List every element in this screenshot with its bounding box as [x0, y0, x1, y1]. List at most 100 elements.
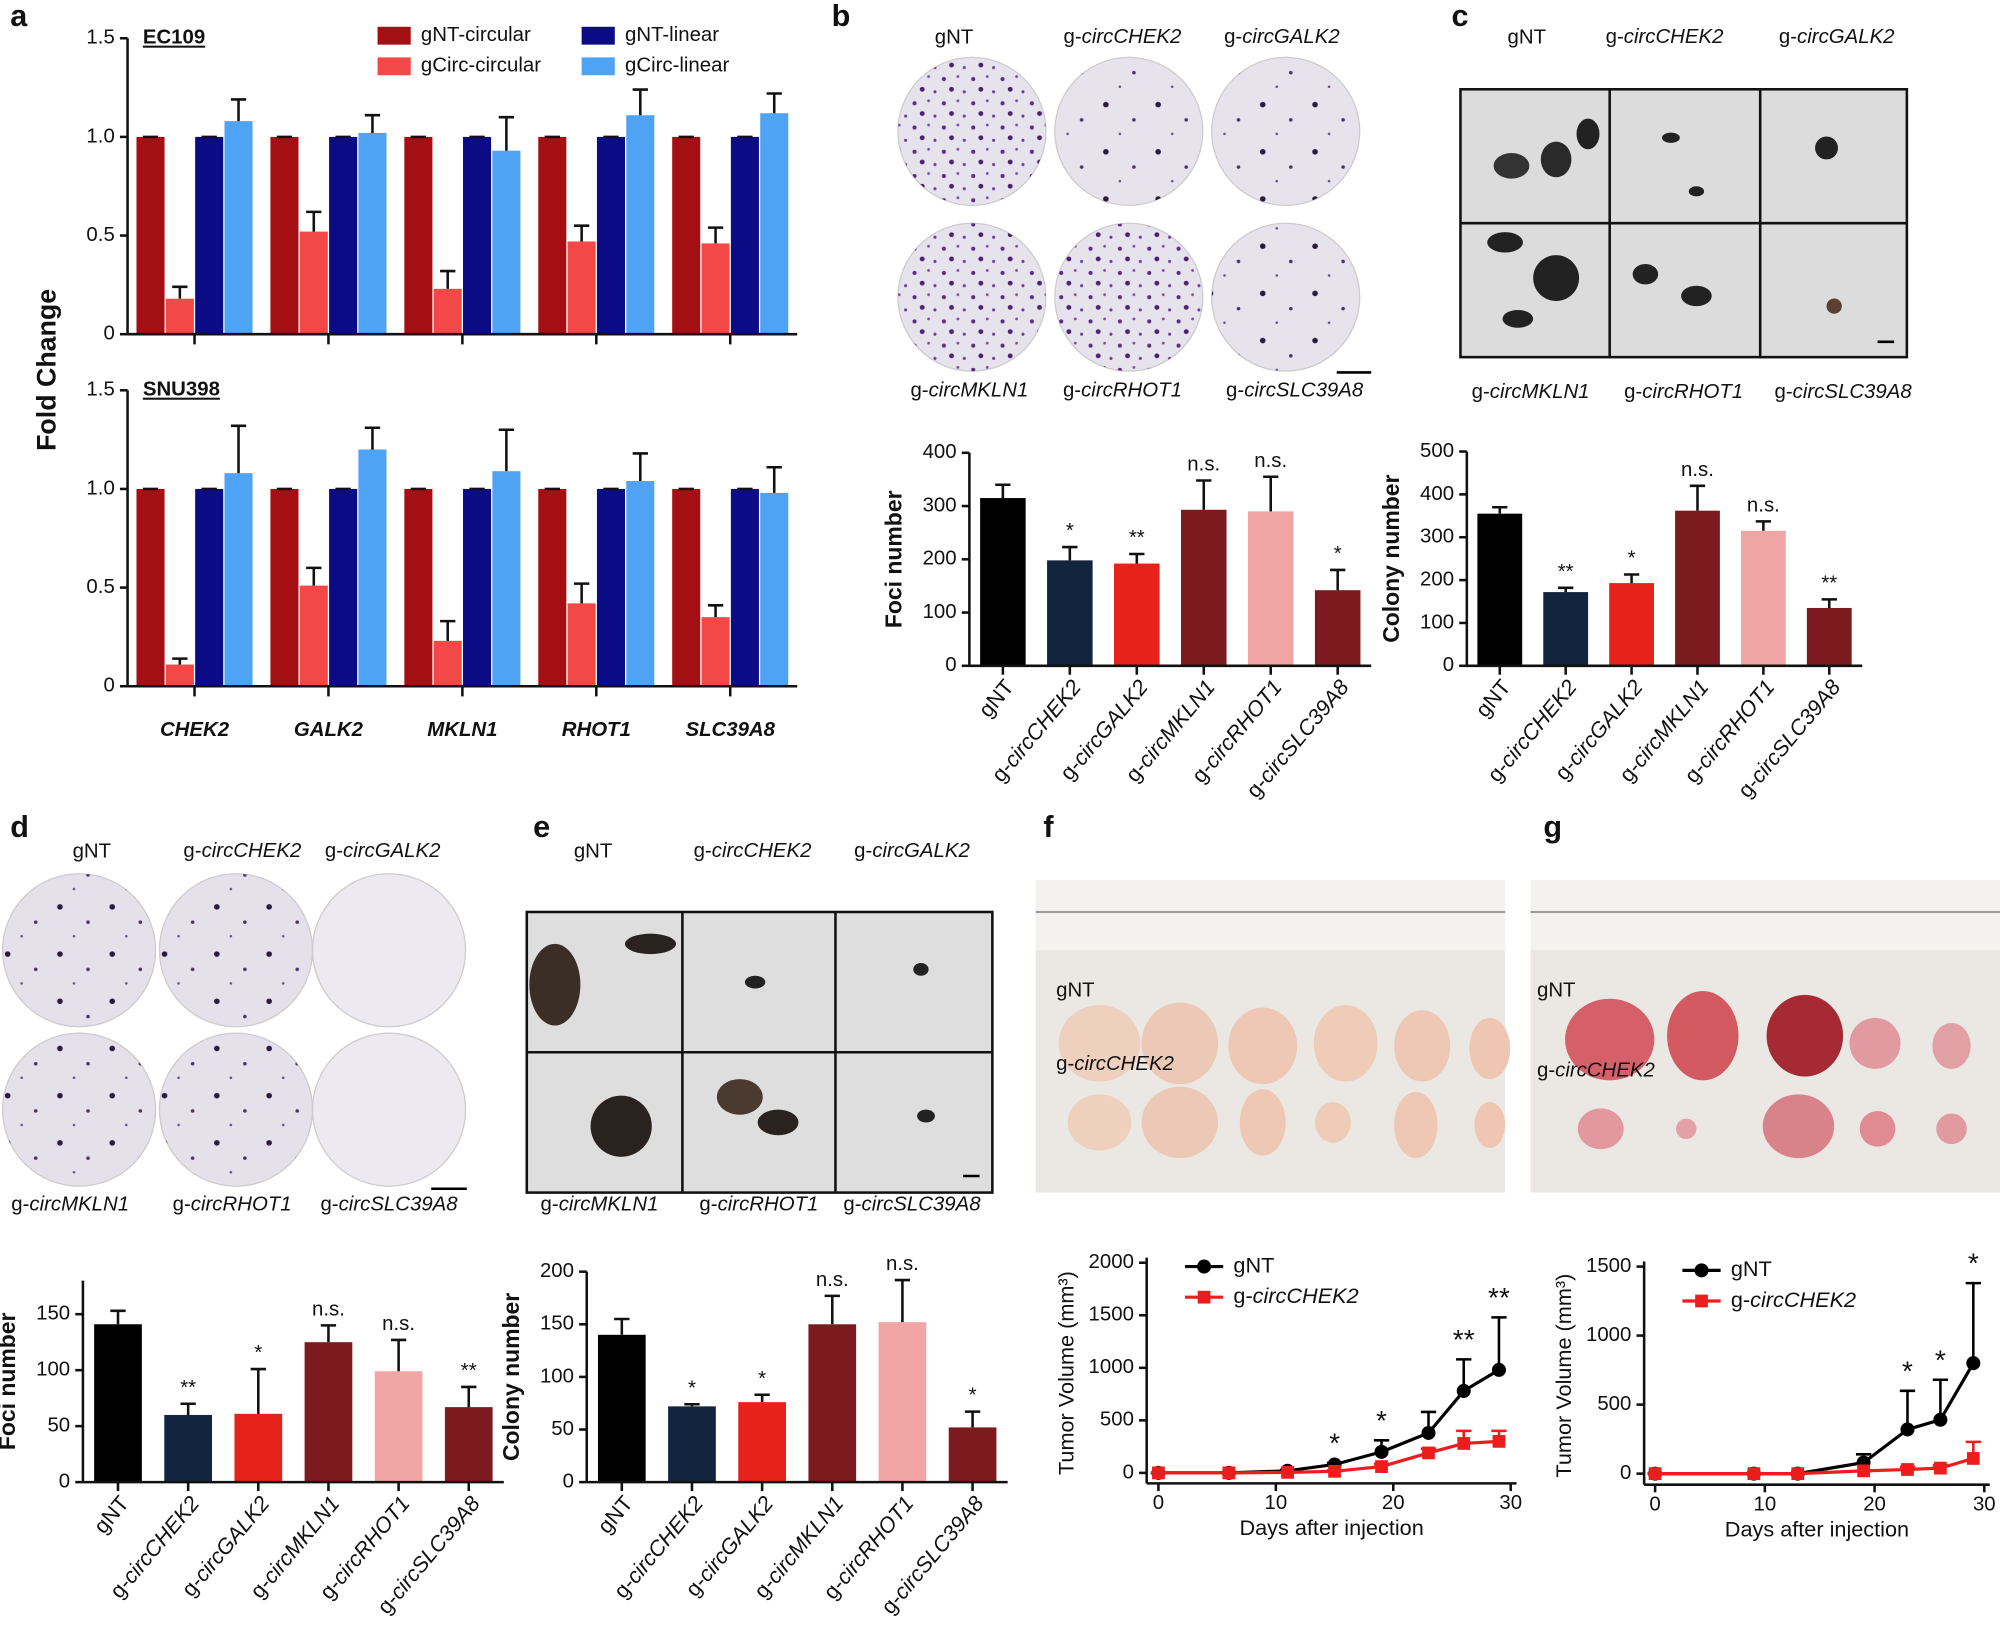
point [1933, 1412, 1948, 1427]
bar [444, 1407, 493, 1483]
x-tick-label: gNT [592, 1491, 637, 1538]
bar [626, 481, 655, 687]
x-tick-label: 10 [1265, 1492, 1288, 1514]
significance: n.s. [382, 1313, 415, 1335]
photo-label: g-circGALK2 [854, 840, 970, 862]
bar [567, 603, 596, 687]
bar [1477, 513, 1523, 666]
significance: ** [1129, 527, 1145, 549]
legend-label: gNT [1731, 1256, 1772, 1281]
significance: * [1066, 520, 1074, 542]
significance: n.s. [1747, 494, 1780, 516]
x-tick-label: 30 [1973, 1493, 1996, 1515]
error-bar [498, 115, 515, 151]
error-bar [320, 1324, 337, 1343]
photo-label: g-circGALK2 [1224, 27, 1340, 49]
photo-label: g-circGALK2 [1779, 27, 1895, 49]
bar [195, 136, 224, 335]
photo-label: g-circMKLN1 [1472, 381, 1590, 403]
bar [329, 136, 358, 335]
bar [701, 617, 730, 687]
bar [94, 1324, 142, 1483]
significance: * [1902, 1355, 1913, 1386]
bar [980, 498, 1026, 666]
photo-label: g-circMKLN1 [11, 1194, 129, 1216]
y-tick-label: 50 [47, 1415, 70, 1437]
significance: * [1334, 543, 1342, 565]
point [1422, 1446, 1435, 1460]
series-line [1655, 1362, 1975, 1476]
error-bar [1492, 505, 1508, 514]
bar [567, 241, 596, 335]
bar [304, 1342, 353, 1483]
legend-swatch [581, 57, 615, 76]
photo-label: gNT [1537, 979, 1576, 1001]
bar [538, 488, 567, 687]
y-axis-label: Foci number [0, 1312, 20, 1450]
bar [1675, 510, 1720, 666]
y-axis-label: Tumor Volume (mm³) [1053, 1271, 1078, 1475]
error-bar [1965, 1281, 1981, 1364]
bar [701, 243, 730, 335]
point [1492, 1434, 1506, 1448]
x-tick-label: 10 [1753, 1493, 1776, 1515]
point [1966, 1356, 1981, 1371]
significance: * [1376, 1405, 1387, 1436]
error-bar [1263, 475, 1279, 512]
point [1222, 1466, 1236, 1480]
panel-letter: b [832, 0, 851, 33]
point [1456, 1383, 1471, 1398]
error-bar [230, 424, 247, 474]
error-bar [390, 1338, 407, 1372]
point [1152, 1466, 1165, 1480]
photo-label: gNT [1056, 979, 1095, 1001]
legend-marker [1197, 1259, 1212, 1274]
point [1791, 1467, 1805, 1481]
photo-label: g-circSLC39A8 [320, 1194, 458, 1216]
photo-label: g-circCHEK2 [1606, 27, 1725, 49]
x-tick-label: SLC39A8 [685, 719, 775, 741]
error-bar [573, 582, 590, 604]
photo-c [1459, 88, 1909, 359]
bar [730, 488, 759, 687]
bar [492, 150, 521, 335]
series-line [1655, 1456, 1974, 1476]
bar [234, 1413, 283, 1483]
bar [374, 1371, 423, 1483]
bar [1314, 590, 1361, 666]
chart-title: SNU398 [143, 379, 220, 401]
y-tick-label: 300 [1420, 526, 1454, 548]
bar [1609, 583, 1654, 666]
bar [329, 488, 358, 687]
bar [672, 488, 701, 687]
y-tick-label: 1.0 [86, 125, 114, 147]
y-tick-label: 100 [36, 1359, 70, 1381]
photo-d [1, 873, 467, 1191]
point [1900, 1422, 1915, 1437]
legend-swatch [377, 57, 411, 76]
error-bar [995, 483, 1011, 499]
bar [730, 136, 759, 335]
photo-label: g-circGALK2 [325, 840, 441, 862]
error-bar [573, 224, 590, 242]
significance: * [969, 1385, 977, 1407]
photo-g [1530, 880, 2000, 1193]
significance: n.s. [1187, 454, 1220, 476]
error-bar [172, 285, 188, 299]
bar [760, 113, 789, 335]
x-tick-label: 20 [1382, 1492, 1405, 1514]
legend-label: g-circCHEK2 [1731, 1287, 1856, 1312]
legend-marker [1694, 1263, 1709, 1278]
photo-label: g-circSLC39A8 [1226, 380, 1364, 402]
point [1491, 1362, 1506, 1377]
bar [165, 298, 194, 335]
y-tick-label: 1000 [1089, 1356, 1134, 1378]
x-tick-label: CHEK2 [160, 719, 230, 741]
x-tick-label: 30 [1499, 1492, 1522, 1514]
point [1328, 1464, 1341, 1478]
bar [597, 1334, 646, 1483]
error-bar [440, 269, 456, 289]
point [1857, 1464, 1870, 1478]
error-bar [180, 1402, 196, 1415]
photo-b [892, 53, 1372, 377]
